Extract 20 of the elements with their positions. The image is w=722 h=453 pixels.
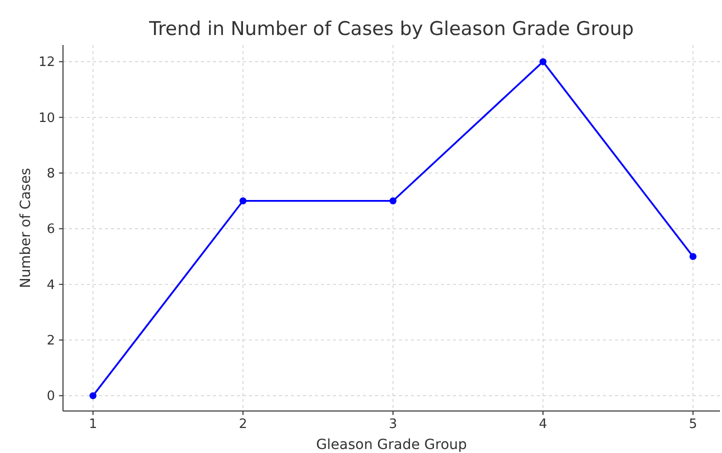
y-tick-label: 2 — [46, 334, 55, 349]
point — [690, 253, 696, 260]
y-tick-label: 0 — [46, 389, 55, 404]
point — [240, 197, 246, 204]
y-axis-title: Number of Cases — [18, 168, 34, 288]
y-tick-label: 8 — [46, 166, 55, 182]
x-tick-label: 3 — [388, 417, 398, 432]
y-tick-label: 12 — [38, 55, 55, 70]
x-axis-title: Gleason Grade Group — [316, 437, 468, 453]
point — [540, 58, 546, 66]
y-tick-label: 4 — [46, 278, 55, 293]
x-tick-label: 5 — [688, 417, 698, 432]
x-tick-label: 4 — [538, 417, 548, 432]
x-tick-label: 2 — [238, 417, 248, 432]
x-tick-label: 1 — [88, 417, 98, 432]
chart-title: Trend in Number of Cases by Gleason Grade Group — [148, 18, 634, 40]
point — [390, 197, 396, 204]
y-tick-label: 10 — [38, 110, 55, 126]
point — [90, 392, 96, 400]
y-tick-label: 6 — [46, 222, 55, 238]
